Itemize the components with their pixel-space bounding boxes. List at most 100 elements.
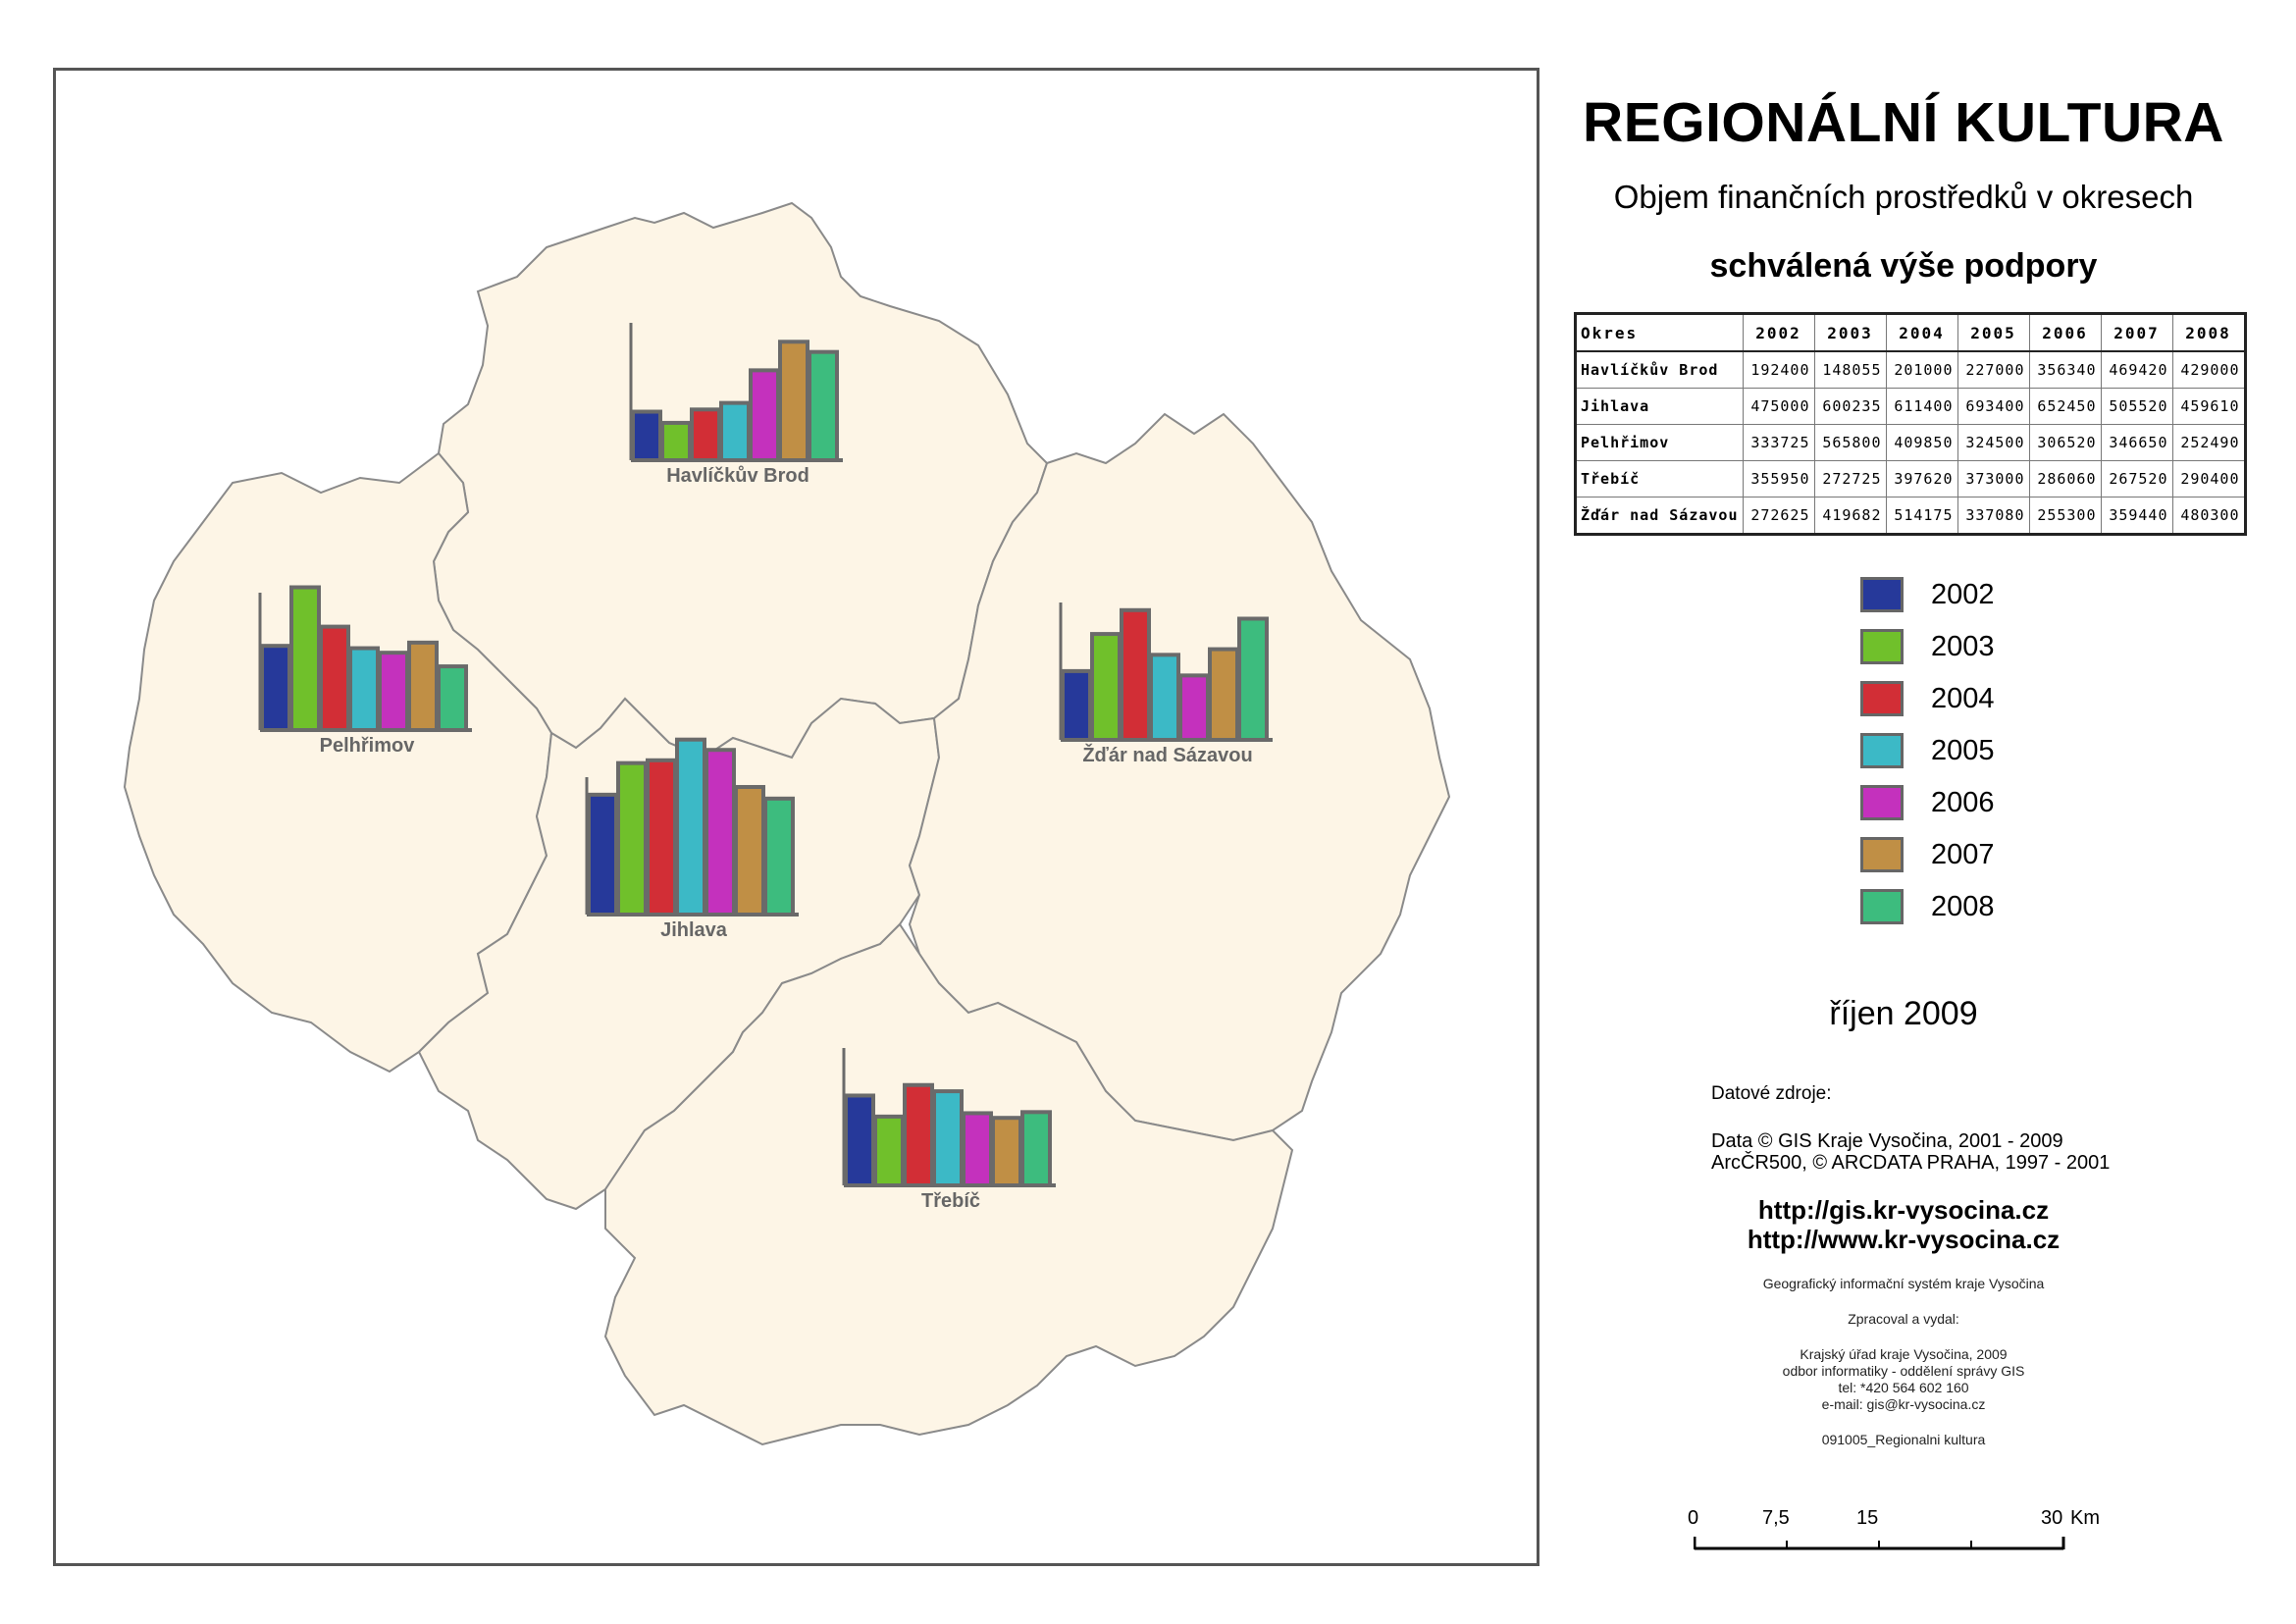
bar-2002[interactable]: [587, 792, 618, 917]
bar-2008[interactable]: [763, 796, 795, 917]
row-value: 419682: [1813, 497, 1887, 535]
row-value: 227000: [1957, 350, 2030, 389]
credit-file: 091005_Regionalni kultura: [1821, 1432, 1986, 1447]
bar-2003[interactable]: [660, 420, 692, 462]
bar-2003[interactable]: [289, 585, 321, 732]
row-value: 324500: [1957, 424, 2030, 461]
table-header-row: Okres 2002 2003 2004 2005 2006 2007 2008: [1575, 313, 2246, 352]
bar-2006[interactable]: [962, 1111, 993, 1188]
legend-swatch: [1860, 681, 1904, 716]
district-label-zdar-nad-sazavou: Žďár nad Sázavou: [1082, 743, 1252, 766]
legend-label: 2007: [1931, 839, 1995, 870]
bar-2006[interactable]: [1178, 673, 1210, 743]
row-value: 469420: [2100, 350, 2173, 389]
row-value: 356340: [2028, 350, 2102, 389]
bar-chart-pelhrimov: Pelhřimov: [258, 585, 472, 757]
bar-2003[interactable]: [873, 1114, 905, 1188]
row-value: 337080: [1957, 497, 2030, 535]
row-value: 333725: [1742, 424, 1815, 461]
legend-label: 2005: [1931, 735, 1995, 766]
legend-label: 2002: [1931, 579, 1995, 610]
row-value: 693400: [1957, 388, 2030, 425]
row-value: 459610: [2171, 388, 2246, 425]
row-value: 514175: [1885, 497, 1958, 535]
url-kraj[interactable]: http://www.kr-vysocina.cz: [1747, 1225, 2061, 1254]
url-gis[interactable]: http://gis.kr-vysocina.cz: [1757, 1195, 2050, 1225]
region-map[interactable]: Havlíčkův Brod Pelhřimov Jihlava Žďár nad S…: [56, 71, 1537, 1563]
row-value: 201000: [1885, 350, 1958, 389]
scale-label-30: 30: [2041, 1507, 2063, 1529]
sidebar-panel: REGIONÁLNÍ KULTURA Objem finančních pros…: [1560, 0, 2296, 1624]
district-label-pelhrimov: Pelhřimov: [320, 735, 416, 757]
bar-2007[interactable]: [734, 785, 765, 917]
district-label-jihlava: Jihlava: [660, 919, 728, 941]
bar-2008[interactable]: [808, 349, 839, 462]
table-row: Pelhřimov 333725 565800 409850 324500 306520 3…: [1575, 424, 2246, 461]
legend-label: 2008: [1931, 891, 1995, 922]
table-row: Havlíčkův Brod 192400 148055 201000 227000 35…: [1575, 350, 2246, 389]
sources-title: Datové zdroje:: [1711, 1083, 1832, 1104]
map-date: říjen 2009: [1829, 995, 1978, 1032]
bar-2005[interactable]: [675, 737, 706, 917]
row-value: 429000: [2171, 350, 2246, 389]
bar-2002[interactable]: [631, 409, 662, 463]
credit-email[interactable]: e-mail: gis@kr-vysocina.cz: [1821, 1396, 1986, 1412]
bar-2004[interactable]: [903, 1082, 934, 1188]
legend-swatch: [1860, 785, 1904, 820]
row-value: 652450: [2028, 388, 2102, 425]
legend-swatch: [1860, 837, 1904, 872]
bar-2007[interactable]: [407, 640, 439, 733]
row-value: 480300: [2171, 497, 2246, 535]
map-subtitle: Objem finančních prostředků v okresech: [1613, 179, 2194, 215]
bar-2008[interactable]: [1020, 1110, 1052, 1187]
bar-2008[interactable]: [1237, 616, 1269, 742]
bar-2005[interactable]: [719, 400, 751, 462]
row-value: 397620: [1885, 460, 1958, 498]
bar-2003[interactable]: [616, 760, 648, 917]
source-line-2: ArcČR500, © ARCDATA PRAHA, 1997 - 2001: [1711, 1152, 2111, 1174]
row-value: 272625: [1742, 497, 1815, 535]
credit-department: odbor informatiky - oddělení správy GIS: [1782, 1363, 2025, 1379]
bar-chart-jihlava: Jihlava: [585, 737, 799, 941]
row-value: 290400: [2171, 460, 2246, 498]
scale-label-7-5: 7,5: [1762, 1507, 1790, 1529]
row-district-name: Pelhřimov: [1575, 424, 1744, 461]
bar-chart-havlickuv-brod: Havlíčkův Brod: [629, 323, 843, 487]
row-value: 505520: [2100, 388, 2173, 425]
bar-2005[interactable]: [348, 646, 380, 732]
bar-2002[interactable]: [844, 1093, 875, 1187]
bar-2008[interactable]: [437, 664, 468, 732]
bar-2005[interactable]: [932, 1089, 964, 1187]
bar-2004[interactable]: [319, 624, 350, 732]
bar-chart-zdar-nad-sazavou: Žďár nad Sázavou: [1059, 602, 1273, 766]
credit-office: Krajský úřad kraje Vysočina, 2009: [1800, 1346, 2008, 1362]
bar-2004[interactable]: [1120, 607, 1151, 742]
legend-label: 2004: [1931, 683, 1995, 714]
bar-2007[interactable]: [1208, 647, 1239, 742]
header-year: 2006: [2028, 313, 2102, 352]
bar-2004[interactable]: [646, 758, 677, 917]
bar-2003[interactable]: [1090, 632, 1122, 743]
bar-2004[interactable]: [690, 407, 721, 463]
bar-2002[interactable]: [260, 644, 291, 732]
header-okres: Okres: [1575, 313, 1744, 352]
legend-swatch: [1860, 889, 1904, 924]
support-table: Okres 2002 2003 2004 2005 2006 2007 2008…: [1574, 312, 2247, 536]
row-value: 192400: [1742, 350, 1815, 389]
row-value: 255300: [2028, 497, 2102, 535]
header-year: 2003: [1813, 313, 1887, 352]
header-year: 2007: [2100, 313, 2173, 352]
legend-swatch: [1860, 629, 1904, 664]
bar-2006[interactable]: [704, 748, 736, 917]
bar-2006[interactable]: [378, 651, 409, 732]
map-frame[interactable]: Havlíčkův Brod Pelhřimov Jihlava Žďár nad S…: [53, 68, 1539, 1566]
district-bar-charts: Havlíčkův Brod Pelhřimov Jihlava Žďár nad S…: [258, 323, 1273, 1212]
bar-2002[interactable]: [1061, 668, 1092, 742]
bar-2005[interactable]: [1149, 653, 1180, 742]
row-value: 373000: [1957, 460, 2030, 498]
row-district-name: Jihlava: [1575, 388, 1744, 425]
bar-2006[interactable]: [749, 368, 780, 463]
bar-2007[interactable]: [991, 1116, 1022, 1187]
bar-2007[interactable]: [778, 340, 809, 462]
row-value: 286060: [2028, 460, 2102, 498]
